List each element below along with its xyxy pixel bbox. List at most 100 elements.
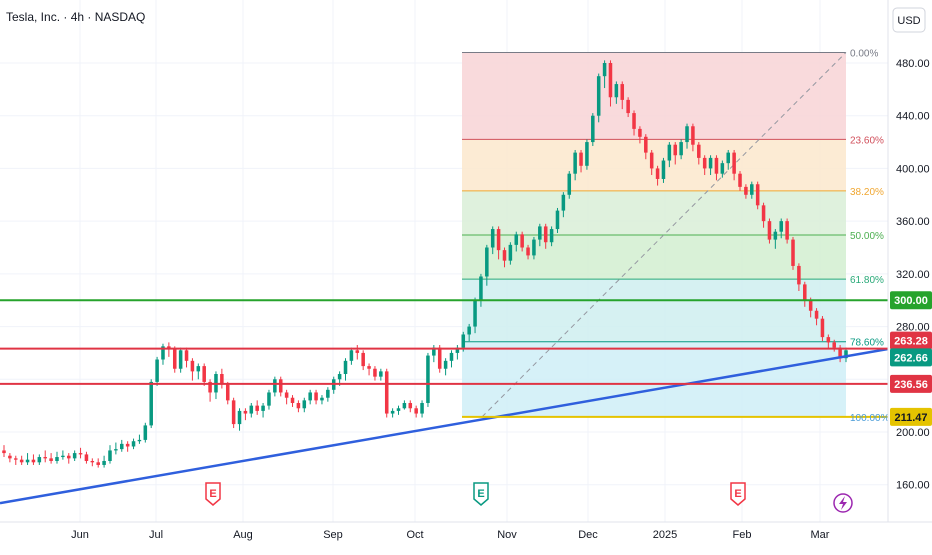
horizontal-lines[interactable] [0, 299, 888, 418]
candle [414, 405, 418, 418]
candle [697, 142, 701, 165]
candle [320, 395, 324, 405]
svg-text:E: E [734, 488, 741, 500]
candle [449, 350, 454, 368]
candle [225, 381, 230, 405]
candle [237, 408, 242, 431]
candle [361, 350, 365, 371]
fib-level-label: 0.00% [850, 48, 878, 59]
x-tick-label: Aug [233, 529, 253, 541]
price-axis[interactable]: USD [887, 0, 932, 522]
candle [679, 139, 683, 160]
candle [243, 408, 248, 421]
candle [467, 323, 471, 342]
fib-level-label: 50.00% [850, 231, 884, 242]
earnings-marker[interactable]: E [205, 482, 221, 506]
candle [196, 363, 201, 380]
candle [390, 408, 395, 418]
candle [708, 155, 713, 176]
candle [84, 451, 89, 464]
currency-label[interactable]: USD [897, 15, 920, 27]
x-tick-label: Feb [733, 529, 752, 541]
fib-zone [462, 234, 846, 280]
y-tick-label: 400.00 [896, 163, 930, 175]
earnings-marker[interactable]: E [730, 482, 746, 506]
candle [479, 273, 483, 307]
fibonacci-lines [462, 51, 846, 418]
y-tick-label: 440.00 [896, 111, 930, 123]
candle [567, 171, 572, 199]
y-tick-label: 320.00 [896, 269, 930, 281]
candle [602, 60, 607, 89]
candle [208, 379, 212, 402]
candle [691, 123, 695, 152]
candle [844, 347, 848, 363]
lightning-event-icon[interactable] [833, 493, 853, 513]
candle [190, 358, 195, 381]
candle [314, 389, 318, 405]
candle [644, 134, 648, 160]
candle [555, 207, 560, 234]
candle [538, 223, 542, 247]
chart-title: Tesla, Inc. · 4h · NASDAQ [6, 10, 146, 24]
candle [526, 244, 530, 260]
candle [702, 155, 707, 176]
candle [573, 149, 577, 181]
candle [384, 368, 389, 418]
candle [19, 455, 24, 465]
candle [826, 334, 831, 349]
candle [785, 218, 789, 244]
svg-text:E: E [477, 488, 484, 500]
candle [149, 379, 153, 429]
candle [373, 366, 377, 381]
candle [490, 226, 495, 255]
candle [485, 244, 489, 286]
price-tag: 300.00 [890, 291, 932, 310]
x-tick-label: Jun [71, 529, 89, 541]
svg-text:E: E [209, 488, 216, 500]
candle [767, 218, 772, 244]
y-tick-label: 480.00 [896, 58, 930, 70]
candle [261, 403, 265, 418]
candle [308, 389, 312, 405]
y-tick-label: 280.00 [896, 322, 930, 334]
candle [178, 347, 183, 373]
candle [820, 316, 825, 342]
earnings-marker[interactable]: E [473, 482, 489, 506]
candle [496, 226, 501, 260]
candle [43, 450, 47, 463]
time-axis[interactable]: Jun Jul Aug Sep Oct Nov Dec 2025 Feb Mar [0, 521, 932, 541]
candle [508, 242, 513, 265]
candle [685, 123, 689, 149]
x-tick-label: Jul [149, 529, 163, 541]
fib-zone [462, 52, 846, 140]
candle [661, 157, 666, 183]
y-tick-label: 200.00 [896, 427, 930, 439]
price-tag-label: 263.28 [894, 336, 928, 348]
candle [649, 149, 654, 176]
candle [408, 400, 413, 413]
fib-level-label: 78.60% [850, 338, 884, 349]
candle [779, 218, 783, 239]
x-tick-label: Oct [406, 529, 423, 541]
candle [437, 345, 442, 373]
candle [638, 126, 642, 144]
candle [720, 160, 725, 178]
candle [832, 339, 836, 352]
candle [220, 368, 224, 389]
fib-level-label: 23.60% [850, 135, 884, 146]
trendline[interactable] [0, 347, 889, 505]
candle [455, 345, 460, 360]
candle [326, 387, 330, 402]
candle [231, 397, 236, 429]
candle [379, 368, 383, 381]
candle [632, 110, 636, 136]
candle [8, 453, 12, 463]
fibonacci-zones [462, 52, 846, 417]
fib-level-label: 61.80% [850, 275, 884, 286]
candle [561, 192, 566, 218]
candle [396, 405, 401, 415]
